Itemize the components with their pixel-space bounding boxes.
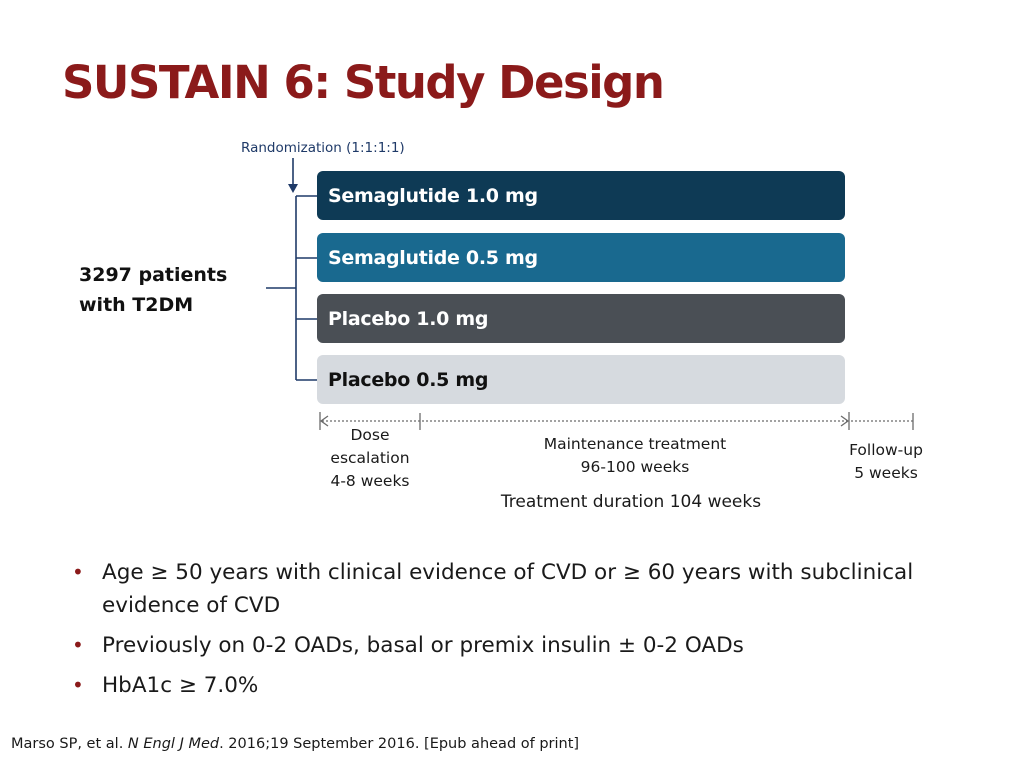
inclusion-criteria-list: • Age ≥ 50 years with clinical evidence o… [72, 556, 972, 709]
population-line-2: with T2DM [79, 294, 194, 316]
arm-semaglutide-05mg: Semaglutide 0.5 mg [317, 233, 845, 282]
phase-text: Follow-up [849, 441, 923, 459]
citation: Marso SP, et al. N Engl J Med. 2016;19 S… [11, 736, 579, 752]
bullet-icon: • [72, 633, 84, 657]
citation-journal: N Engl J Med [127, 736, 220, 752]
list-item: • Previously on 0-2 OADs, basal or premix… [72, 629, 972, 662]
citation-authors: Marso SP, et al. [11, 736, 124, 752]
phase-follow-up: Follow-up 5 weeks [836, 439, 936, 485]
bullet-icon: • [72, 673, 84, 697]
phase-text: Maintenance treatment [543, 435, 727, 453]
treatment-duration-label: Treatment duration 104 weeks [500, 492, 762, 512]
criterion-text: Previously on 0-2 OADs, basal or premix … [102, 633, 744, 658]
population-line-1: 3297 patients [79, 264, 228, 286]
phase-text: escalation [330, 449, 410, 467]
slide-title: SUSTAIN 6: Study Design [62, 56, 665, 109]
criterion-text: HbA1c ≥ 7.0% [102, 673, 259, 698]
list-item: • HbA1c ≥ 7.0% [72, 669, 972, 702]
phase-dose-escalation: Dose escalation 4-8 weeks [322, 424, 418, 493]
population-label: 3297 patients with T2DM [79, 260, 227, 320]
arm-placebo-05mg: Placebo 0.5 mg [317, 355, 845, 404]
phase-text: 5 weeks [854, 464, 918, 482]
randomization-arrow-head [288, 184, 298, 193]
timeline [319, 412, 914, 430]
arm-label: Semaglutide 1.0 mg [328, 184, 538, 207]
criterion-text: Age ≥ 50 years with clinical evidence of… [102, 560, 914, 618]
arm-placebo-1mg: Placebo 1.0 mg [317, 294, 845, 343]
phase-maintenance: Maintenance treatment 96-100 weeks [505, 433, 765, 479]
list-item: • Age ≥ 50 years with clinical evidence o… [72, 556, 972, 622]
randomization-label: Randomization (1:1:1:1) [241, 140, 405, 156]
arm-semaglutide-1mg: Semaglutide 1.0 mg [317, 171, 845, 220]
phase-text: 96-100 weeks [580, 458, 690, 476]
arm-label: Placebo 0.5 mg [328, 368, 489, 391]
phase-text: Dose [350, 426, 390, 444]
bullet-icon: • [72, 560, 84, 584]
arm-label: Semaglutide 0.5 mg [328, 246, 538, 269]
phase-text: 4-8 weeks [330, 472, 410, 490]
arm-label: Placebo 1.0 mg [328, 307, 489, 330]
citation-details: . 2016;19 September 2016. [Epub ahead of… [219, 736, 580, 752]
